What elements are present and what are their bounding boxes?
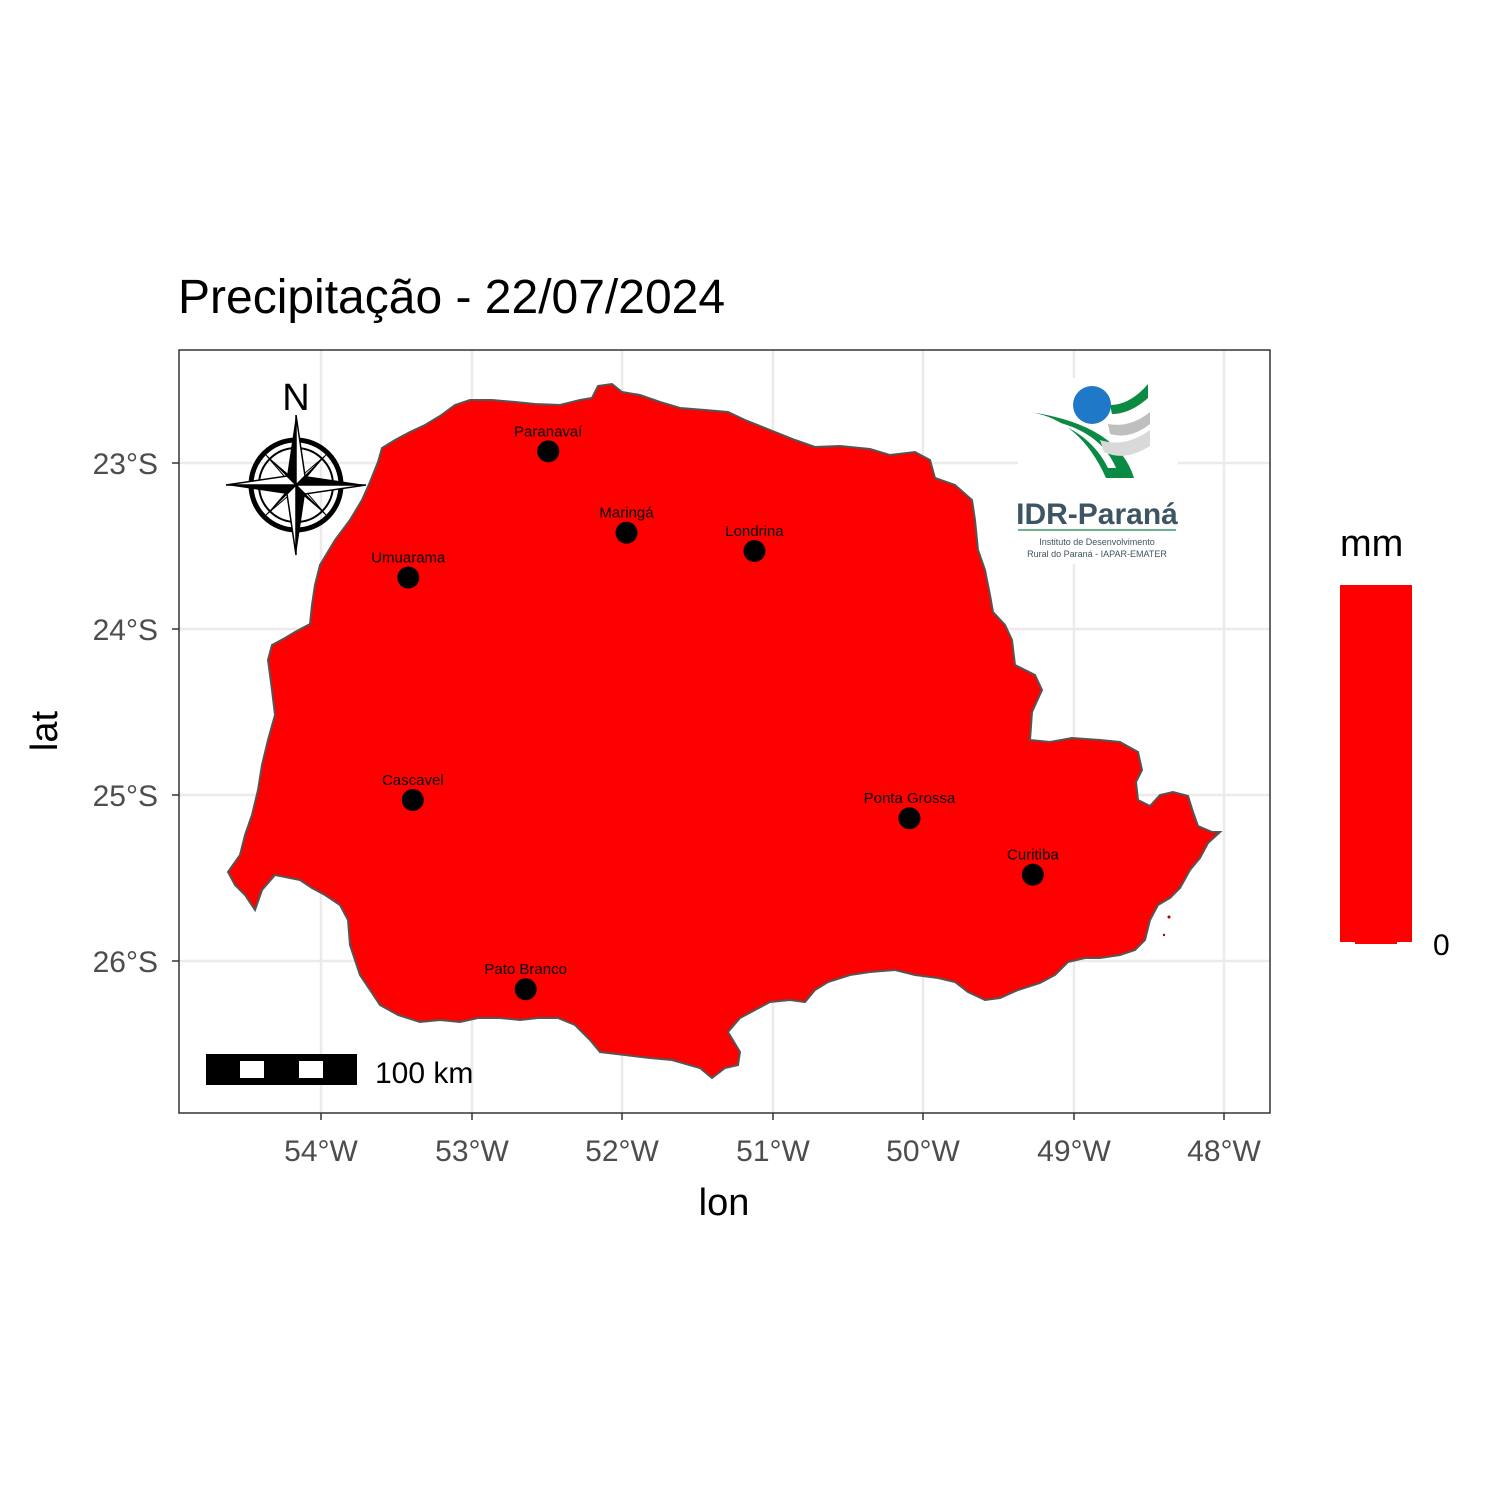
city-point bbox=[537, 440, 560, 463]
x-tick-label: 54°W bbox=[284, 1135, 358, 1168]
scale-bar: 100 km bbox=[206, 1054, 473, 1090]
x-tick-label: 52°W bbox=[585, 1135, 659, 1168]
city-point bbox=[743, 539, 766, 562]
cities-layer: Paranavaí Maringá Londrina Umuarama Casc… bbox=[371, 423, 1059, 1001]
logo-emblem-icon bbox=[1030, 384, 1150, 478]
logo-subtitle-1: Instituto de Desenvolvimento bbox=[1039, 537, 1155, 547]
logo-title: IDR-Paraná bbox=[1016, 498, 1178, 531]
y-axis: 23°S 24°S 25°S 26°S bbox=[93, 448, 179, 979]
legend-tick-label: 0 bbox=[1433, 929, 1450, 962]
legend: mm 0 bbox=[1340, 523, 1450, 962]
scale-bar-segment bbox=[240, 1061, 264, 1078]
city-marker: Cascavel bbox=[382, 772, 444, 811]
parana-state-area bbox=[226, 382, 1223, 1080]
city-label: Curitiba bbox=[1007, 847, 1059, 864]
city-label: Ponta Grossa bbox=[864, 790, 956, 807]
city-marker: Pato Branco bbox=[484, 961, 567, 1001]
x-axis-title: lon bbox=[699, 1182, 750, 1224]
x-tick-label: 53°W bbox=[435, 1135, 509, 1168]
city-label: Umuarama bbox=[371, 550, 446, 567]
x-axis: 54°W 53°W 52°W 51°W 50°W 49°W 48°W bbox=[284, 1113, 1262, 1168]
city-marker: Curitiba bbox=[1007, 847, 1059, 886]
y-tick-label: 25°S bbox=[93, 780, 158, 813]
city-point bbox=[1021, 863, 1044, 886]
legend-colorbar bbox=[1340, 585, 1412, 944]
city-marker: Maringá bbox=[599, 505, 654, 544]
x-tick-label: 49°W bbox=[1037, 1135, 1111, 1168]
logo-subtitle-2: Rural do Paraná - IAPAR-EMATER bbox=[1027, 549, 1167, 559]
city-label: Maringá bbox=[599, 505, 654, 522]
city-marker: Paranavaí bbox=[514, 423, 583, 463]
scale-bar-label: 100 km bbox=[375, 1057, 473, 1090]
panel-border bbox=[178, 349, 1271, 1114]
city-point bbox=[397, 566, 420, 589]
map-panel: Paranavaí Maringá Londrina Umuarama Casc… bbox=[178, 349, 1271, 1114]
city-point bbox=[615, 521, 638, 544]
island-mark bbox=[1162, 933, 1166, 937]
city-label: Cascavel bbox=[382, 772, 444, 789]
legend-title: mm bbox=[1340, 523, 1403, 565]
city-marker: Umuarama bbox=[371, 550, 446, 589]
city-point bbox=[514, 978, 537, 1001]
city-point bbox=[898, 807, 921, 830]
island-mark bbox=[1167, 915, 1171, 919]
y-tick-label: 26°S bbox=[93, 946, 158, 979]
x-tick-label: 51°W bbox=[736, 1135, 810, 1168]
y-tick-label: 23°S bbox=[93, 448, 158, 481]
plot-title: Precipitação - 22/07/2024 bbox=[178, 271, 725, 324]
city-marker: Londrina bbox=[725, 523, 784, 562]
scale-bar-segment bbox=[299, 1061, 323, 1078]
scale-bar-segment bbox=[206, 1054, 357, 1085]
city-label: Paranavaí bbox=[514, 423, 583, 440]
compass-rose-icon bbox=[225, 414, 367, 556]
north-label: N bbox=[282, 377, 309, 419]
idr-parana-logo: IDR-Paraná Instituto de Desenvolvimento … bbox=[1016, 378, 1178, 564]
y-tick-label: 24°S bbox=[93, 614, 158, 647]
x-tick-label: 50°W bbox=[886, 1135, 960, 1168]
city-label: Londrina bbox=[725, 523, 784, 540]
city-label: Pato Branco bbox=[484, 961, 567, 978]
y-axis-title: lat bbox=[24, 710, 66, 751]
x-tick-label: 48°W bbox=[1187, 1135, 1261, 1168]
city-marker: Ponta Grossa bbox=[864, 790, 956, 830]
north-arrow: N bbox=[225, 377, 367, 556]
city-point bbox=[401, 788, 424, 811]
